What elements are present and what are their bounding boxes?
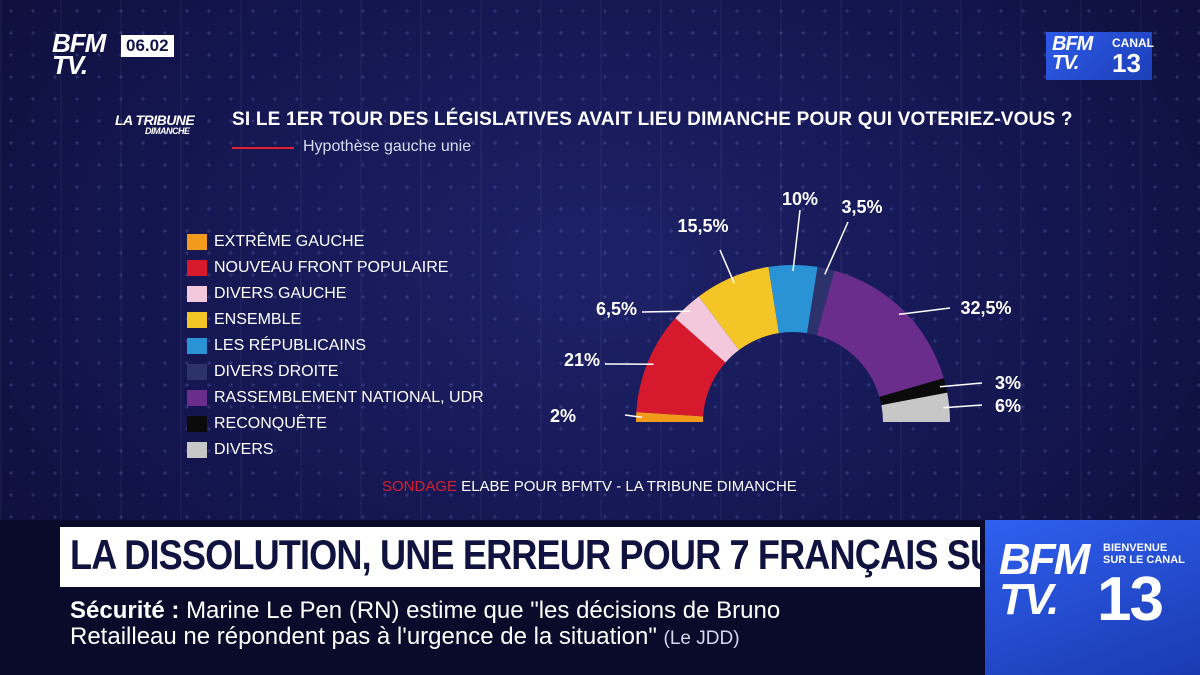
legend-item: DIVERS GAUCHE [187,281,484,307]
legend-label: EXTRÊME GAUCHE [214,233,365,250]
donut-slice [807,266,835,336]
donut-slice [768,265,818,334]
chart-title: SI LE 1ER TOUR DES LÉGISLATIVES AVAIT LI… [232,109,1073,130]
legend-swatch [187,364,207,380]
la-tribune-logo: LA TRIBUNE DIMANCHE [115,112,195,136]
headline: LA DISSOLUTION, UNE ERREUR POUR 7 FRANÇA… [70,531,1069,578]
canal-13-badge: BFM TV. CANAL 13 [1046,32,1154,80]
legend-item: ENSEMBLE [187,307,484,333]
data-label: 6,5% [596,299,637,319]
legend-swatch [187,416,207,432]
data-label: 10% [782,189,818,209]
data-label: 15,5% [677,216,728,236]
legend-item: EXTRÊME GAUCHE [187,229,484,255]
donut-slice [675,296,739,363]
legend-swatch [187,312,207,328]
legend-item: RASSEMBLEMENT NATIONAL, UDR [187,385,484,411]
news-line-1: Sécurité : Marine Le Pen (RN) estime que… [70,597,781,624]
donut-slice [636,412,704,422]
legend-item: RECONQUÊTE [187,411,484,437]
legend-item: DIVERS [187,437,484,463]
legend-item: LES RÉPUBLICAINS [187,333,484,359]
leader-line [719,249,735,284]
data-label: 3,5% [841,197,882,217]
legend-label: ENSEMBLE [214,311,302,328]
leader-line [824,221,849,275]
headline-bar [60,527,980,587]
leader-line [792,209,801,272]
time-badge: 06.02 [121,35,174,57]
legend-label: RASSEMBLEMENT NATIONAL, UDR [214,389,484,406]
legend-swatch [187,260,207,276]
leader-line [624,414,643,419]
donut-slice [879,378,948,406]
leader-line [943,404,983,409]
legend-item: DIVERS DROITE [187,359,484,385]
legend-label: RECONQUÊTE [214,415,327,432]
news-line-2: Retailleau ne répondent pas à l'urgence … [70,623,740,650]
legend-label: LES RÉPUBLICAINS [214,337,367,354]
chart-legend: EXTRÊME GAUCHE NOUVEAU FRONT POPULAIRE DIV… [187,229,484,463]
leader-line [641,310,691,313]
legend-label: DIVERS GAUCHE [214,285,347,302]
legend-swatch [187,338,207,354]
legend-item: NOUVEAU FRONT POPULAIRE [187,255,484,281]
data-label: 21% [564,350,600,370]
leader-line [898,307,951,316]
leader-line [939,382,983,388]
canal-13-welcome-badge: BFM TV. BIENVENUE SUR LE CANAL 13 [985,520,1200,675]
legend-label: DIVERS DROITE [214,363,339,380]
legend-swatch [187,286,207,302]
bfmtv-logo: BFM TV. [52,28,106,80]
subtitle-line [232,147,294,149]
legend-swatch [187,390,207,406]
data-label: 3% [995,373,1021,393]
data-label: 6% [995,396,1021,416]
data-label: 32,5% [960,298,1011,318]
chart-subtitle: Hypothèse gauche unie [303,138,472,155]
chart-source: SONDAGE ELABE POUR BFMTV - LA TRIBUNE DI… [382,478,797,495]
donut-slice [881,392,950,422]
donut-slice [816,270,944,397]
legend-swatch [187,442,207,458]
legend-label: NOUVEAU FRONT POPULAIRE [214,259,449,276]
legend-label: DIVERS [214,441,274,458]
donut-slice [698,266,779,351]
legend-swatch [187,234,207,250]
data-label: 2% [550,406,576,426]
half-donut-chart: 2% 21% 6,5% 15,5% 10% 3,5% 32,5% 3% 6% [550,189,1021,426]
donut-slice [636,318,726,417]
